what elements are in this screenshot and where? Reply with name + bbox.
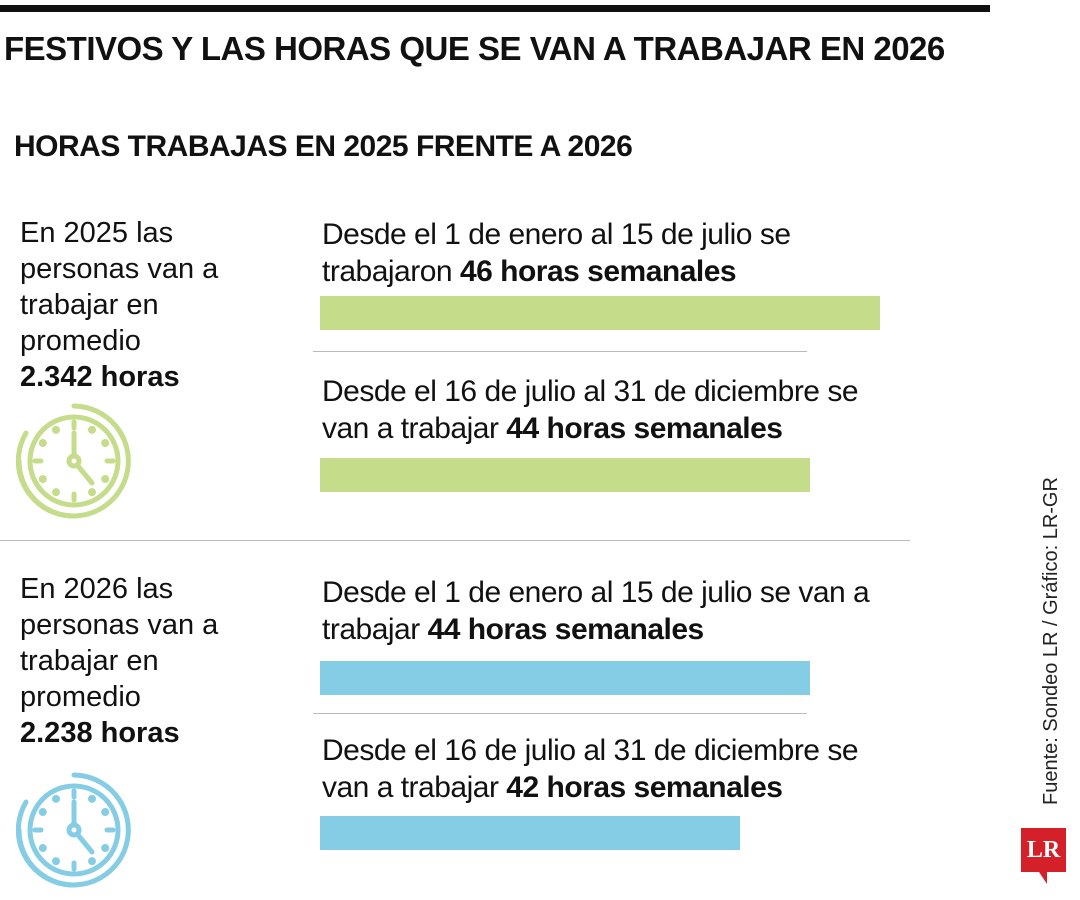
- source-note: Fuente: Sondeo LR / Gráfico: LR-GR: [1040, 477, 1062, 805]
- divider: [313, 713, 807, 714]
- summary-value: 2.238 horas: [20, 717, 180, 749]
- period-desc: Desde el 1 de enero al 15 de julio se va…: [322, 576, 870, 646]
- summary-text: En 2026 las personas van a trabajar en p…: [20, 573, 219, 713]
- period-desc: Desde el 16 de julio al 31 de diciembre …: [322, 734, 859, 804]
- clock-icon: [16, 772, 131, 888]
- summary-2026: En 2026 las personas van a trabajar en p…: [20, 571, 260, 751]
- section-divider: [0, 540, 910, 541]
- bar: [320, 816, 740, 850]
- bar: [320, 296, 880, 330]
- period-desc: Desde el 1 de enero al 15 de julio se tr…: [322, 218, 791, 288]
- data-label: 44 horas semanales: [427, 613, 705, 646]
- summary-2025: En 2025 las personas van a trabajar en p…: [20, 215, 260, 395]
- summary-value: 2.342 horas: [20, 361, 180, 393]
- page-title: FESTIVOS Y LAS HORAS QUE SE VAN A TRABAJ…: [4, 30, 945, 67]
- data-label: 42 horas semanales: [506, 771, 783, 804]
- top-rule: [0, 5, 990, 12]
- summary-text: En 2025 las personas van a trabajar en p…: [20, 217, 219, 357]
- bar: [320, 458, 810, 492]
- bar: [320, 661, 810, 695]
- period-desc: Desde el 16 de julio al 31 de diciembre …: [322, 375, 859, 445]
- clock-icon: [16, 403, 131, 519]
- chart-subtitle: HORAS TRABAJAS EN 2025 FRENTE A 2026: [14, 130, 633, 163]
- lr-logo: LR: [1021, 828, 1066, 884]
- data-label: 46 horas semanales: [459, 255, 737, 288]
- divider: [313, 351, 807, 352]
- data-label: 44 horas semanales: [506, 412, 783, 445]
